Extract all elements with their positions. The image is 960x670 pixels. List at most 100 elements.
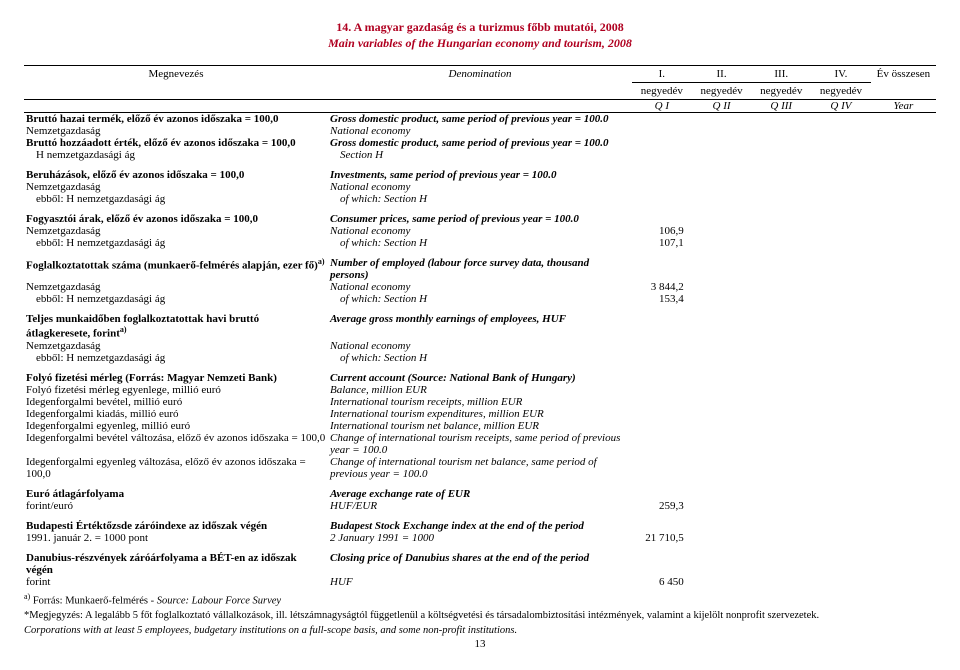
table-row: Teljes munkaidőben foglalkoztatottak hav… (24, 313, 936, 340)
table-row: Nemzetgazdaság National economy (24, 125, 936, 137)
row-label-hu: Danubius-részvények záróárfolyama a BÉT-… (24, 552, 328, 576)
table-row: Folyó fizetési mérleg egyenlege, millió … (24, 384, 936, 396)
row-label-en: Change of international tourism net bala… (328, 456, 632, 480)
table-row: H nemzetgazdasági ág Section H (24, 149, 936, 161)
row-label-hu: Folyó fizetési mérleg (Forrás: Magyar Ne… (24, 372, 328, 384)
row-label-en: Average exchange rate of EUR (328, 488, 632, 500)
row-label-en: Current account (Source: National Bank o… (328, 372, 632, 384)
table-row: Danubius-részvények záróárfolyama a BÉT-… (24, 552, 936, 576)
table-row: forint HUF 6 450 (24, 576, 936, 588)
footnote-a-hu: Forrás: Munkaerő-felmérés - (30, 595, 157, 606)
cell-value: 3 844,2 (632, 281, 692, 293)
row-label-en: HUF (328, 576, 632, 588)
row-label-en: of which: Section H (328, 293, 632, 305)
table-row: Fogyasztói árak, előző év azonos időszak… (24, 213, 936, 225)
table-title: 14. A magyar gazdaság és a turizmus főbb… (24, 20, 936, 51)
row-label-hu: ebből: H nemzetgazdasági ág (24, 293, 328, 305)
row-label-en: HUF/EUR (328, 500, 632, 512)
row-label-en: National economy (328, 340, 632, 352)
row-label-en: Consumer prices, same period of previous… (328, 213, 632, 225)
table-row: Nemzetgazdaság National economy 3 844,2 (24, 281, 936, 293)
table-row: Nemzetgazdaság National economy (24, 181, 936, 193)
table-row: Foglalkoztatottak száma (munkaerő-felmér… (24, 257, 936, 281)
cell-value: 6 450 (632, 576, 692, 588)
hdr-q1-neg: negyedév (632, 83, 692, 100)
footnote-a-sup: a) (318, 257, 325, 266)
cell-value: 259,3 (632, 500, 692, 512)
title-en: Main variables of the Hungarian economy … (24, 36, 936, 52)
row-label-hu: ebből: H nemzetgazdasági ág (24, 237, 328, 249)
row-label-en: of which: Section H (328, 237, 632, 249)
row-label-en: Gross domestic product, same period of p… (328, 113, 632, 126)
row-label-hu: H nemzetgazdasági ág (24, 149, 328, 161)
row-label-hu: Nemzetgazdaság (24, 340, 328, 352)
row-label-en: Closing price of Danubius shares at the … (328, 552, 632, 576)
table-row: Budapesti Értéktőzsde záróindexe az idős… (24, 520, 936, 532)
footnote-a: a) Forrás: Munkaerő-felmérés - Source: L… (24, 592, 936, 607)
row-label-en: Average gross monthly earnings of employ… (328, 313, 632, 340)
hdr-q2-roman: II. (692, 66, 752, 83)
table-row: Idegenforgalmi bevétel változása, előző … (24, 432, 936, 456)
footnote-note-en: Corporations with at least 5 employees, … (24, 625, 936, 636)
row-label-hu: forint (24, 576, 328, 588)
table-row: Bruttó hozzáadott érték, előző év azonos… (24, 137, 936, 149)
row-label-hu: Folyó fizetési mérleg egyenlege, millió … (24, 384, 328, 396)
footnote-a-en: Source: Labour Force Survey (157, 595, 281, 606)
row-label-en: International tourism expenditures, mill… (328, 408, 632, 420)
row-label-hu: ebből: H nemzetgazdasági ág (24, 193, 328, 205)
hdr-q2-sub: Q II (692, 100, 752, 113)
table-row: Idegenforgalmi bevétel, millió euró Inte… (24, 396, 936, 408)
footnote-note-hu: *Megjegyzés: A legalább 5 főt foglalkozt… (24, 610, 936, 621)
row-label-en: 2 January 1991 = 1000 (328, 532, 632, 544)
table-row: ebből: H nemzetgazdasági ág of which: Se… (24, 352, 936, 364)
row-label-hu: Nemzetgazdaság (24, 125, 328, 137)
hdr-q3-roman: III. (751, 66, 811, 83)
row-label-en: Section H (328, 149, 632, 161)
table-row: forint/euró HUF/EUR 259,3 (24, 500, 936, 512)
row-label-hu: Idegenforgalmi egyenleg, millió euró (24, 420, 328, 432)
title-hu: 14. A magyar gazdaság és a turizmus főbb… (24, 20, 936, 36)
row-label-hu: Bruttó hozzáadott érték, előző év azonos… (24, 137, 328, 149)
table-row: Idegenforgalmi egyenleg, millió euró Int… (24, 420, 936, 432)
cell-value: 106,9 (632, 225, 692, 237)
row-label-hu: Nemzetgazdaság (24, 181, 328, 193)
table-row: ebből: H nemzetgazdasági ág of which: Se… (24, 193, 936, 205)
row-label-en: Number of employed (labour force survey … (328, 257, 632, 281)
emp-hu-text: Foglalkoztatottak száma (munkaerő-felmér… (26, 260, 318, 272)
row-label-hu: forint/euró (24, 500, 328, 512)
row-label-hu: Nemzetgazdaság (24, 225, 328, 237)
row-label-en: Investments, same period of previous yea… (328, 169, 632, 181)
hdr-q4-sub: Q IV (811, 100, 871, 113)
cell-value: 107,1 (632, 237, 692, 249)
cell-value: 21 710,5 (632, 532, 692, 544)
hdr-megnevezes: Megnevezés (24, 66, 328, 100)
hdr-q4-roman: IV. (811, 66, 871, 83)
hdr-q1-roman: I. (632, 66, 692, 83)
row-label-hu: Idegenforgalmi bevétel változása, előző … (24, 432, 328, 456)
footnote-a-sup: a) (120, 325, 127, 334)
row-label-hu: ebből: H nemzetgazdasági ág (24, 352, 328, 364)
table-row: Idegenforgalmi kiadás, millió euró Inter… (24, 408, 936, 420)
table-row: 1991. január 2. = 1000 pont 2 January 19… (24, 532, 936, 544)
row-label-en: National economy (328, 281, 632, 293)
cell-value: 153,4 (632, 293, 692, 305)
main-table: Megnevezés Denomination I. II. III. IV. … (24, 65, 936, 588)
row-label-en: of which: Section H (328, 193, 632, 205)
hdr-year: Év összesen (871, 66, 936, 100)
row-label-en: National economy (328, 225, 632, 237)
row-label-en: Gross domestic product, same period of p… (328, 137, 632, 149)
row-label-hu: Budapesti Értéktőzsde záróindexe az idős… (24, 520, 328, 532)
table-row: Euró átlagárfolyama Average exchange rat… (24, 488, 936, 500)
row-label-hu: Bruttó hazai termék, előző év azonos idő… (24, 113, 328, 126)
hdr-q3-neg: negyedév (751, 83, 811, 100)
row-label-en: Change of international tourism receipts… (328, 432, 632, 456)
row-label-hu: Beruházások, előző év azonos időszaka = … (24, 169, 328, 181)
row-label-hu: Teljes munkaidőben foglalkoztatottak hav… (24, 313, 328, 340)
page-number: 13 (24, 638, 936, 650)
row-label-en: International tourism receipts, million … (328, 396, 632, 408)
hdr-q2-neg: negyedév (692, 83, 752, 100)
table-row: ebből: H nemzetgazdasági ág of which: Se… (24, 237, 936, 249)
row-label-hu: 1991. január 2. = 1000 pont (24, 532, 328, 544)
table-row: Bruttó hazai termék, előző év azonos idő… (24, 113, 936, 126)
row-label-hu: Fogyasztói árak, előző év azonos időszak… (24, 213, 328, 225)
